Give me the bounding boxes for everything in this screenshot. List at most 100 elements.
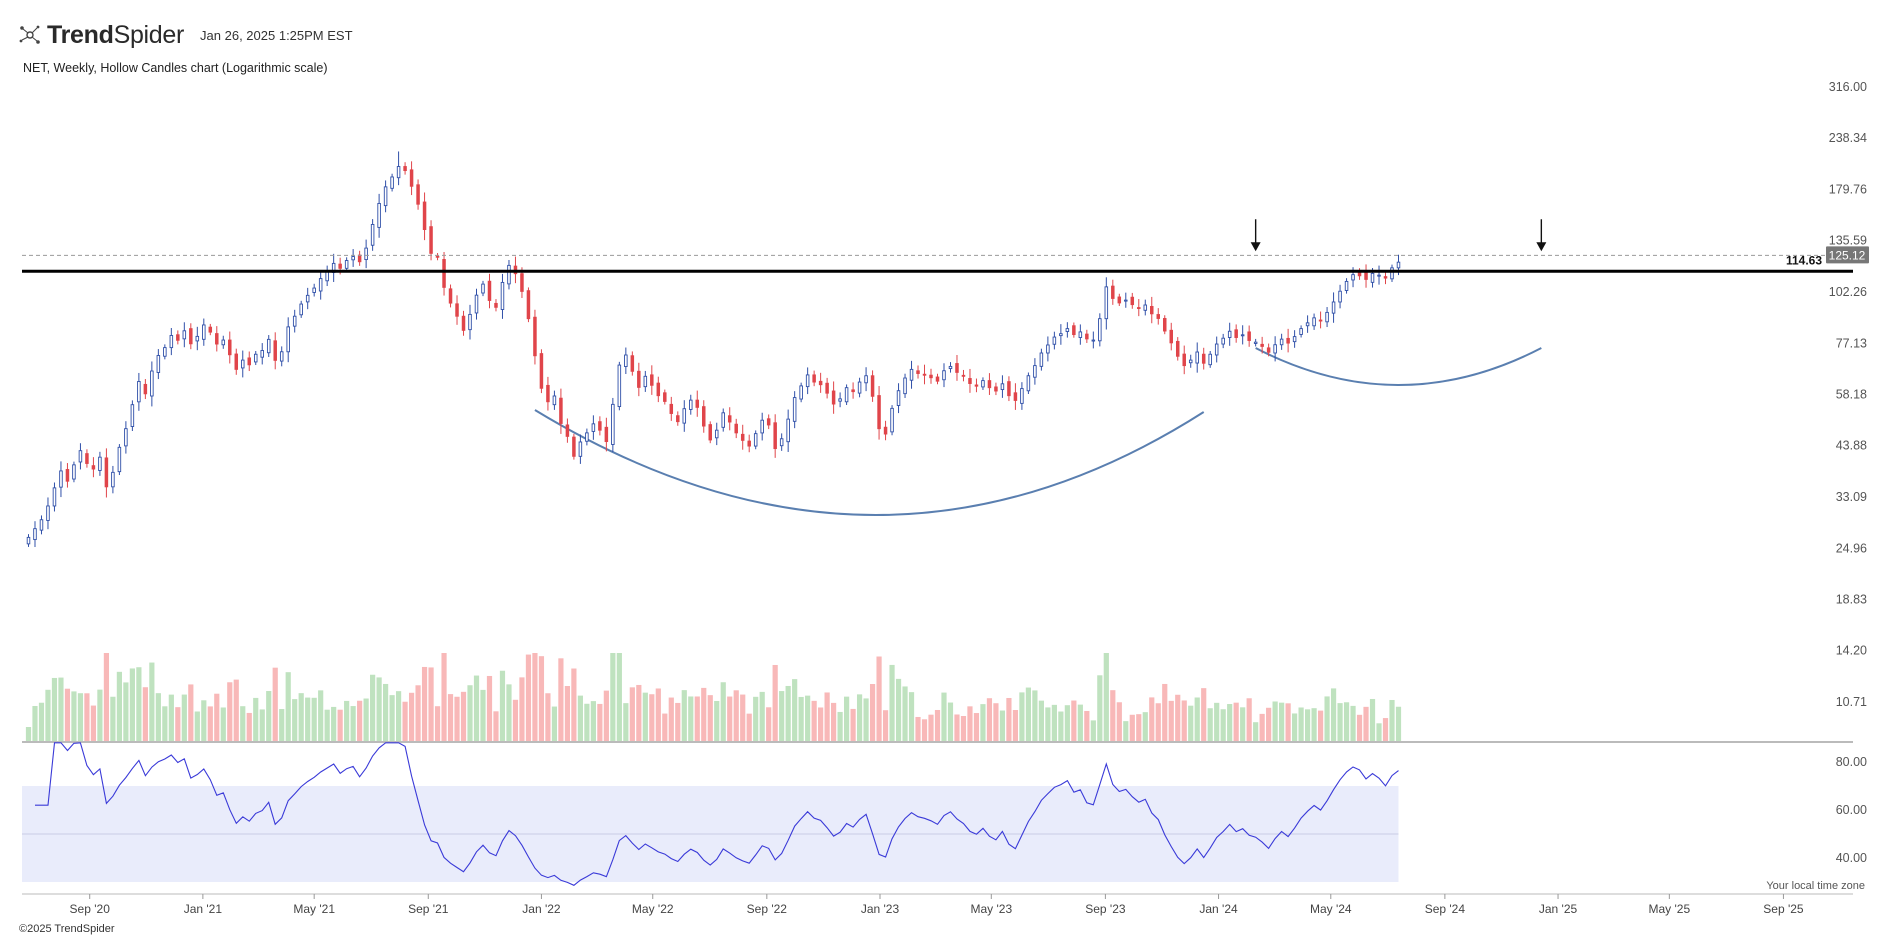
- candle-up: [792, 397, 797, 422]
- volume-bar: [779, 691, 785, 741]
- volume-bar: [32, 706, 38, 741]
- volume-bar: [493, 711, 499, 741]
- volume-bar: [272, 667, 278, 741]
- candle-down: [1266, 347, 1271, 353]
- volume-bar: [928, 714, 934, 741]
- volume-bar: [1382, 718, 1389, 741]
- volume-bar: [499, 670, 506, 741]
- volume-bar: [558, 658, 564, 741]
- candle-up: [318, 278, 323, 292]
- price-tick-label: 18.83: [1836, 592, 1867, 606]
- candle-up: [1305, 322, 1310, 327]
- candle-up: [396, 166, 401, 179]
- candle-down: [851, 389, 855, 393]
- candle-up: [117, 446, 122, 473]
- candle-up: [1338, 290, 1342, 303]
- candle-down: [669, 403, 674, 414]
- volume-bar: [688, 696, 694, 741]
- volume-bar: [110, 696, 116, 741]
- volume-bar: [45, 689, 51, 741]
- candle-down: [727, 415, 732, 423]
- candle-down: [487, 280, 492, 301]
- volume-bar: [934, 709, 941, 741]
- volume-bar: [714, 700, 720, 741]
- volume-bar: [746, 713, 752, 741]
- candle-up: [585, 432, 589, 442]
- candle-down: [533, 316, 537, 357]
- volume-bar: [577, 695, 583, 741]
- candle-down: [1013, 392, 1018, 401]
- time-tick-label: Jan '21: [184, 902, 223, 916]
- volume-bar: [902, 686, 908, 741]
- candle-up: [169, 335, 174, 349]
- cup-arc: [534, 409, 1205, 516]
- candle-up: [1240, 334, 1245, 337]
- candle-up: [779, 438, 784, 447]
- volume-bar: [1175, 694, 1181, 741]
- volume-bar: [889, 664, 895, 741]
- volume-bar: [941, 692, 947, 741]
- candle-down: [883, 426, 888, 435]
- volume-bar: [402, 701, 408, 741]
- volume-bar: [1051, 704, 1057, 741]
- candle-up: [253, 353, 258, 363]
- volume-bar: [506, 684, 512, 741]
- price-tick-label: 316.00: [1829, 80, 1867, 94]
- price-axis: 316.00 238.34 179.76 135.59 102.26 77.13 58.18…: [1829, 80, 1867, 865]
- candle-up: [1273, 344, 1277, 354]
- time-tick-label: May '23: [970, 902, 1012, 916]
- volume-bar: [1376, 723, 1382, 741]
- volume-bar: [64, 688, 71, 741]
- volume-bar: [25, 727, 32, 741]
- volume-bar: [1084, 710, 1090, 741]
- candle-down: [831, 390, 836, 405]
- volume-bar: [921, 719, 928, 741]
- volume-bar: [305, 697, 311, 741]
- volume-bar: [1311, 708, 1317, 741]
- candle-up: [1000, 383, 1005, 391]
- candle-up: [383, 186, 388, 207]
- volume-bar: [947, 702, 954, 741]
- header: TrendSpider Jan 26, 2025 1:25PM EST: [18, 20, 353, 50]
- candle-down: [1260, 343, 1264, 347]
- candle-up: [1046, 344, 1050, 354]
- volume-bar: [1162, 683, 1168, 741]
- candle-up: [1331, 301, 1336, 314]
- candle-down: [740, 433, 745, 441]
- candle-up: [98, 456, 102, 471]
- candle-up: [896, 390, 901, 406]
- candle-up: [370, 224, 375, 246]
- volume-bar: [973, 713, 980, 741]
- candle-up: [838, 398, 842, 402]
- volume-bar: [1343, 702, 1350, 741]
- volume-bar: [441, 653, 447, 741]
- volume-bar: [720, 682, 726, 741]
- candle-down: [702, 406, 706, 427]
- volume-bar: [1155, 703, 1161, 741]
- candle-up: [500, 281, 505, 310]
- candle-up: [52, 487, 57, 507]
- annotation-arrow-icon: [1250, 242, 1261, 252]
- brand-prefix: Trend: [47, 20, 114, 49]
- volume-bar: [655, 688, 661, 741]
- time-axis: Sep '20 Jan '21 May '21 Sep '21 Jan '22 May '…: [22, 893, 1853, 916]
- candle-up: [286, 326, 290, 353]
- candle-up: [78, 450, 83, 463]
- rsi-tick-label: 60.00: [1836, 803, 1867, 817]
- volume-bar: [318, 690, 324, 741]
- candle-down: [773, 422, 777, 450]
- candle-up: [942, 370, 946, 381]
- volume-bar: [649, 694, 655, 741]
- volume-bar: [831, 702, 837, 741]
- volume-bar: [882, 710, 889, 741]
- volume-bar: [292, 699, 298, 741]
- volume-bar: [571, 668, 577, 741]
- volume-bar: [473, 675, 480, 741]
- candle-up: [312, 287, 316, 293]
- candle-down: [176, 334, 180, 341]
- candle-down: [734, 423, 738, 434]
- price-tick-label: 10.71: [1836, 695, 1867, 709]
- copyright: ©2025 TrendSpider: [19, 923, 115, 935]
- volume-bar: [1116, 702, 1122, 741]
